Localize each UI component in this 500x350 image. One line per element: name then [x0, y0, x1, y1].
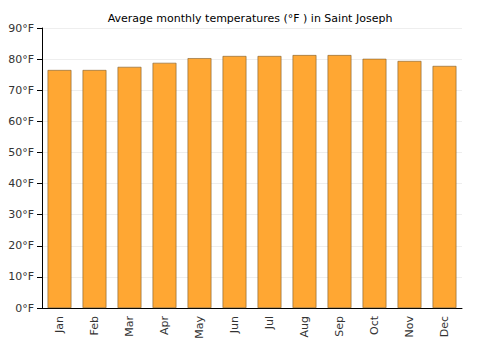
svg-text:Nov: Nov	[403, 316, 416, 338]
svg-text:80°F: 80°F	[8, 53, 34, 66]
svg-text:30°F: 30°F	[8, 208, 34, 221]
svg-text:20°F: 20°F	[8, 239, 34, 252]
svg-text:Sep: Sep	[333, 316, 346, 337]
svg-text:90°F: 90°F	[8, 22, 34, 35]
svg-text:Oct: Oct	[368, 315, 381, 335]
svg-text:Mar: Mar	[123, 316, 136, 337]
svg-text:50°F: 50°F	[8, 146, 34, 159]
svg-text:Feb: Feb	[88, 316, 101, 335]
svg-text:Jun: Jun	[228, 316, 241, 334]
svg-text:Dec: Dec	[438, 316, 451, 337]
svg-text:60°F: 60°F	[8, 115, 34, 128]
svg-text:70°F: 70°F	[8, 84, 34, 97]
svg-text:Jan: Jan	[53, 316, 66, 334]
svg-text:40°F: 40°F	[8, 177, 34, 190]
svg-text:Apr: Apr	[158, 316, 171, 336]
svg-text:10°F: 10°F	[8, 270, 34, 283]
svg-text:Average monthly temperatures (: Average monthly temperatures (°F ) in Sa…	[108, 12, 393, 25]
svg-text:May: May	[193, 316, 206, 339]
svg-text:0°F: 0°F	[15, 302, 34, 315]
svg-text:Aug: Aug	[298, 316, 311, 337]
svg-text:Jul: Jul	[263, 316, 276, 330]
